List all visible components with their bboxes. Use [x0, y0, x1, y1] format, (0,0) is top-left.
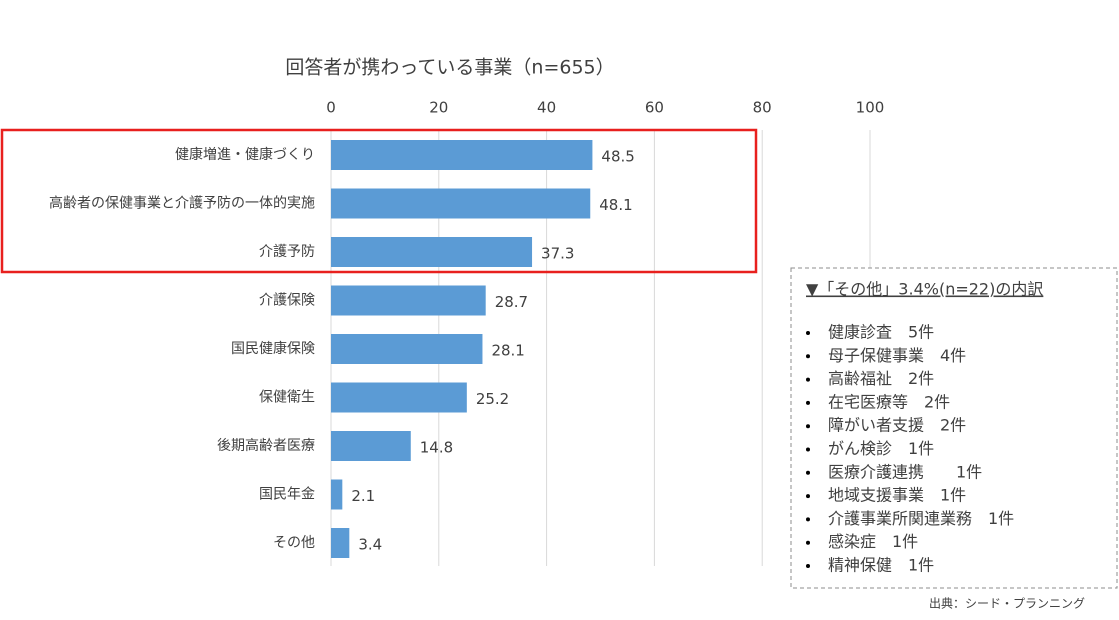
- annotation-item: 高齢福祉 2件: [828, 369, 934, 388]
- annotation-item: 感染症 1件: [828, 532, 918, 551]
- annotation-item: 精神保健 1件: [828, 556, 934, 575]
- annotation-item: 介護事業所関連業務 1件: [828, 509, 1014, 528]
- annotation-item: 健康診査 5件: [828, 323, 934, 342]
- chart-title: 回答者が携わっている事業（n=655）: [285, 57, 614, 79]
- y-tick-label: 健康増進・健康づくり: [175, 146, 315, 163]
- annotation-item: がん検診 1件: [828, 439, 934, 458]
- bar: [331, 237, 533, 267]
- x-tick-label: 100: [856, 99, 885, 117]
- bar: [331, 334, 483, 364]
- value-label: 28.1: [491, 342, 524, 360]
- bar: [331, 140, 593, 170]
- bar: [331, 382, 467, 413]
- bullet: [806, 447, 810, 452]
- bar: [331, 431, 411, 461]
- y-tick-label: 介護予防: [259, 244, 315, 260]
- value-label: 14.8: [420, 439, 453, 457]
- annotation-item: 母子保健事業 4件: [828, 346, 966, 365]
- annotation-title: ▼「その他」3.4%(n=22)の内訳: [806, 280, 1043, 299]
- bullet: [806, 494, 810, 499]
- annotation-item: 地域支援事業 1件: [828, 486, 966, 505]
- bullet: [806, 377, 810, 382]
- x-tick-label: 60: [645, 99, 664, 117]
- bar: [331, 479, 343, 510]
- bar: [331, 528, 350, 558]
- y-tick-label: 保健衛生: [259, 390, 315, 406]
- value-label: 3.4: [358, 536, 382, 554]
- value-label: 37.3: [541, 245, 574, 263]
- bullet: [806, 424, 810, 429]
- value-label: 25.2: [476, 390, 509, 408]
- y-tick-label: 介護保険: [259, 293, 315, 309]
- bullet: [806, 470, 810, 475]
- x-tick-label: 20: [429, 99, 448, 117]
- bullet: [806, 331, 810, 335]
- y-tick-label: 国民年金: [259, 487, 315, 503]
- value-label: 28.7: [495, 293, 528, 311]
- bullet: [806, 400, 810, 405]
- annotation-item: 在宅医療等 2件: [828, 392, 950, 411]
- x-tick-label: 0: [326, 99, 336, 117]
- y-tick-label: その他: [273, 535, 315, 551]
- bullet: [806, 540, 810, 545]
- y-tick-label: 国民健康保険: [231, 340, 315, 357]
- y-tick-label: 後期高齢者医療: [217, 437, 315, 454]
- value-label: 2.1: [351, 487, 375, 505]
- bullet: [806, 564, 810, 568]
- x-tick-label: 40: [537, 99, 556, 117]
- annotation-item: 障がい者支援 2件: [828, 416, 966, 435]
- value-label: 48.1: [599, 196, 632, 214]
- bar: [331, 188, 591, 219]
- annotation-item: 医療介護連携 1件: [828, 462, 982, 481]
- value-label: 48.5: [601, 148, 634, 166]
- y-tick-label: 高齢者の保健事業と介護予防の一体的実施: [49, 195, 315, 212]
- x-tick-label: 80: [753, 99, 772, 117]
- bullet: [806, 354, 810, 359]
- source: 出典：シード・プランニング: [929, 597, 1085, 611]
- bullet: [806, 517, 810, 522]
- highlight-box: [0, 128, 758, 274]
- bar: [331, 285, 486, 316]
- annotation-box: [790, 267, 1118, 589]
